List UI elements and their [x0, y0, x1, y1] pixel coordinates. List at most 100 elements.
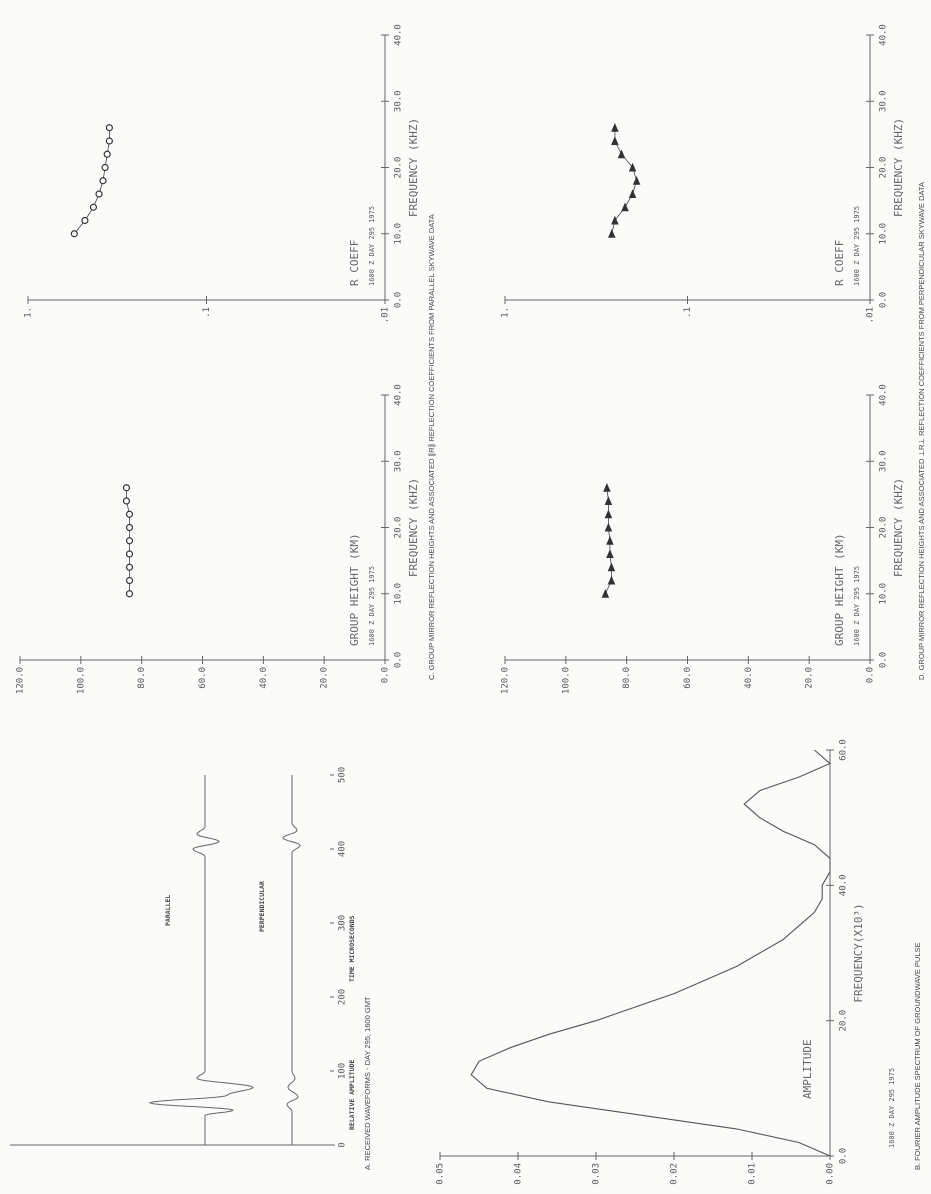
y-tick-label: 100.0 — [561, 667, 571, 694]
y-tick-label: 1. — [24, 307, 34, 318]
y-tick-label: .01 — [381, 307, 391, 323]
y-tick-label: 100.0 — [76, 667, 86, 694]
x-tick-label: 30.0 — [394, 450, 404, 472]
point-marker — [611, 215, 619, 225]
rotated-page: 0 100 200 300 400 500 TIME MICROSECONDS RELATIV… — [10, 24, 926, 1185]
x-tick-label: 300 — [338, 915, 348, 931]
point-marker — [95, 190, 103, 198]
x-tick-label: 10.0 — [879, 223, 889, 245]
x-tick-label: 20.0 — [879, 157, 889, 179]
spectrum-line — [470, 749, 832, 1157]
point-marker — [608, 228, 616, 238]
point-marker — [101, 163, 109, 172]
date-stamp: 1600 Z DAY 295 1975 — [368, 566, 376, 646]
x-tick-label: 30.0 — [879, 90, 889, 112]
y-tick-label: 60.0 — [683, 667, 693, 689]
x-tick-label: 0.0 — [879, 652, 889, 668]
parallel-waveform — [148, 775, 254, 1145]
y-tick-label: 0.0 — [381, 667, 391, 683]
y-tick-label: 80.0 — [622, 667, 632, 689]
y-tick-label: 120.0 — [16, 667, 26, 694]
x-axis-label: TIME MICROSECONDS — [348, 915, 356, 982]
point-marker — [125, 590, 134, 598]
y-tick-label: 60.0 — [198, 667, 208, 689]
y-axis-label: RELATIVE AMPLITUDE — [348, 1059, 356, 1130]
x-axis-label: FREQUENCY(X10³) — [852, 903, 865, 1002]
y-tick-label: .1 — [202, 307, 212, 318]
x-tick-label: 20.0 — [879, 517, 889, 539]
x-tick-label: 20.0 — [394, 517, 404, 539]
x-tick-label: 60.0 — [839, 739, 849, 761]
point-marker — [125, 576, 134, 585]
y-tick-label: 0.02 — [670, 1163, 680, 1185]
date-stamp: 1600 Z DAY 295 1975 — [853, 566, 861, 646]
point-marker — [628, 162, 637, 172]
x-tick-label: 100 — [338, 1063, 348, 1079]
point-marker — [607, 575, 616, 585]
point-marker — [601, 588, 610, 598]
point-marker — [604, 522, 613, 532]
point-marker — [606, 535, 614, 545]
x-tick-label: 0.0 — [394, 292, 404, 308]
date-stamp: 1600 Z DAY 295 1975 — [888, 1068, 896, 1148]
y-tick-label: 0.0 — [866, 667, 876, 683]
y-tick-label: 1. — [501, 307, 511, 318]
x-axis-label: FREQUENCY (KHZ) — [892, 478, 905, 577]
point-marker — [89, 203, 98, 211]
point-marker — [125, 523, 134, 532]
y-tick-label: 120.0 — [501, 667, 511, 694]
point-marker — [122, 484, 131, 492]
x-tick-label: 40.0 — [879, 384, 889, 406]
point-marker — [628, 189, 637, 198]
point-marker — [122, 497, 131, 505]
x-tick-label: 0.0 — [879, 292, 889, 308]
y-tick-label: 40.0 — [259, 667, 269, 689]
point-marker — [99, 177, 107, 185]
y-tick-label: 0.01 — [748, 1163, 758, 1185]
x-tick-label: 40.0 — [394, 24, 404, 46]
y-tick-label: 80.0 — [137, 667, 147, 689]
x-tick-label: 30.0 — [394, 90, 404, 112]
y-tick-label: .01 — [866, 307, 876, 323]
x-tick-label: 200 — [338, 989, 348, 1005]
x-tick-label: 20.0 — [394, 157, 404, 179]
point-marker — [81, 216, 89, 225]
y-tick-label: 0.04 — [514, 1163, 524, 1185]
point-marker — [103, 150, 111, 158]
figure-caption: B. FOURIER AMPLITUDE SPECTRUM OF GROUNDW… — [913, 942, 922, 1170]
x-tick-label: 10.0 — [394, 583, 404, 605]
figure-caption: D. GROUP MIRROR REFLECTION HEIGHTS AND A… — [917, 182, 926, 680]
date-stamp: 1600 Z DAY 295 1975 — [368, 206, 376, 286]
point-marker — [125, 537, 134, 545]
x-tick-label: 30.0 — [879, 450, 889, 472]
y-axis-label: GROUP HEIGHT (KM) — [833, 533, 846, 646]
x-tick-label: 500 — [338, 767, 348, 783]
y-axis-label: R COEFF — [348, 240, 361, 286]
figure-caption: C. GROUP MIRROR REFLECTION HEIGHTS AND A… — [427, 214, 436, 680]
x-axis-label: FREQUENCY (KHZ) — [407, 478, 420, 577]
x-tick-label: 20.0 — [839, 1010, 849, 1032]
x-tick-label: 0.0 — [839, 1148, 849, 1164]
x-tick-label: 40.0 — [879, 24, 889, 46]
x-tick-label: 0.0 — [394, 652, 404, 668]
annotation: PARALLEL — [164, 895, 172, 926]
point-marker — [125, 510, 134, 518]
perpendicular-waveform — [282, 775, 301, 1145]
x-tick-label: 10.0 — [394, 223, 404, 245]
y-tick-label: 0.03 — [592, 1163, 602, 1185]
y-tick-label: 0.05 — [436, 1163, 446, 1185]
x-tick-label: 10.0 — [879, 583, 889, 605]
point-marker — [604, 509, 613, 519]
point-marker — [617, 149, 626, 159]
y-tick-label: 20.0 — [805, 667, 815, 689]
point-marker — [125, 563, 134, 571]
point-marker — [611, 122, 619, 132]
point-marker — [604, 496, 613, 505]
x-tick-label: 400 — [338, 841, 348, 857]
point-marker — [105, 124, 113, 132]
point-marker — [607, 562, 616, 572]
date-stamp: 1600 Z DAY 295 1975 — [853, 206, 861, 286]
